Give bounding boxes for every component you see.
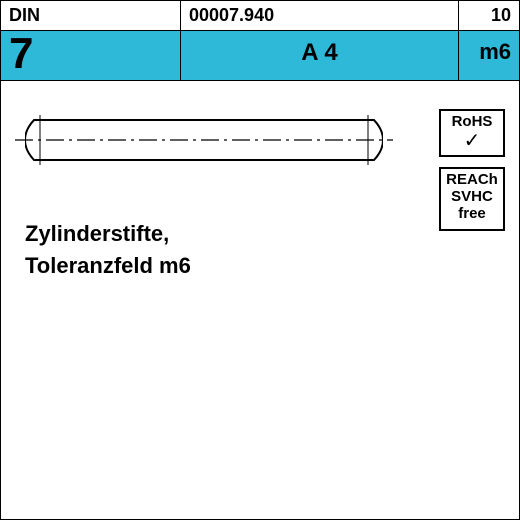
rohs-badge: RoHS ✓ bbox=[439, 109, 505, 157]
centerline bbox=[15, 139, 393, 141]
header-partno: 00007.940 bbox=[181, 1, 459, 30]
desc-line2: Toleranzfeld m6 bbox=[25, 253, 191, 279]
reach-l1: REACh bbox=[441, 171, 503, 188]
body-area: Zylinderstifte, Toleranzfeld m6 RoHS ✓ R… bbox=[1, 81, 519, 519]
reach-badge: REACh SVHC free bbox=[439, 167, 505, 231]
header-material: A 4 bbox=[181, 31, 459, 80]
header-din-number: 7 bbox=[1, 31, 181, 80]
pin-drawing bbox=[25, 119, 383, 161]
header-row-1: DIN 00007.940 10 bbox=[1, 1, 519, 31]
reach-l3: free bbox=[441, 205, 503, 222]
header-row-2: 7 A 4 m6 bbox=[1, 31, 519, 81]
check-icon: ✓ bbox=[441, 130, 503, 152]
header-rev: 10 bbox=[459, 1, 519, 30]
rohs-label: RoHS bbox=[441, 113, 503, 130]
header-standard: DIN bbox=[1, 1, 181, 30]
header-tolerance: m6 bbox=[459, 31, 519, 80]
spec-card: DIN 00007.940 10 7 A 4 m6 bbox=[0, 0, 520, 520]
description: Zylinderstifte, Toleranzfeld m6 bbox=[25, 221, 191, 279]
reach-l2: SVHC bbox=[441, 188, 503, 205]
desc-line1: Zylinderstifte, bbox=[25, 221, 191, 247]
